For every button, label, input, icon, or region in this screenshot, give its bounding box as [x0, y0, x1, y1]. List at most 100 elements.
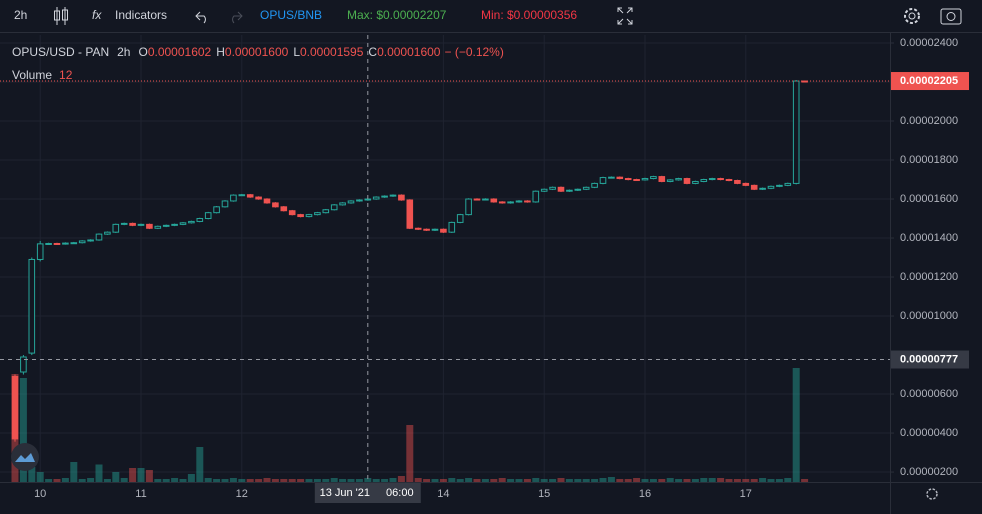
fullscreen[interactable]: [617, 7, 633, 25]
candle-body: [364, 198, 372, 201]
candle-body: [717, 178, 724, 181]
candle-body: [658, 176, 666, 182]
candle-body: [213, 206, 220, 214]
candle-body: [53, 242, 61, 245]
candle-body: [129, 222, 136, 226]
volume-bar: [171, 478, 179, 482]
candle-body: [490, 198, 498, 203]
y-tick-label: 0.00001000: [900, 310, 958, 322]
candle-body: [238, 194, 246, 197]
volume-bar: [616, 479, 624, 482]
crosshair-date-label: 13 Jun '21: [320, 487, 370, 499]
candle-icon[interactable]: [54, 7, 68, 25]
volume-bar: [263, 478, 271, 482]
volume-bar: [187, 474, 195, 482]
logo[interactable]: [11, 443, 39, 471]
o: 0.00001602: [148, 45, 212, 59]
volume-bar: [700, 478, 708, 482]
volume-bar: [28, 467, 36, 482]
volume-bar: [280, 479, 288, 482]
y-tick-label: 0.00001600: [900, 193, 958, 205]
indicators[interactable]: Indicators: [115, 8, 167, 22]
candle-body: [549, 186, 556, 190]
screenshot[interactable]: [940, 8, 962, 25]
legend: OPUS/USD - PAN 2h O0.00001602 H0.00001600 L0…: [12, 45, 504, 59]
volume-bar: [599, 478, 607, 482]
volume-bar: [213, 479, 221, 482]
volume-bar: [372, 479, 380, 482]
x-tick-label: 10: [34, 488, 46, 500]
candle-body: [381, 195, 388, 198]
candles: [11, 80, 808, 442]
volume-bar: [540, 479, 548, 482]
pair[interactable]: OPUS/BNB: [260, 8, 322, 22]
candle-body: [515, 200, 523, 203]
candle-body: [692, 180, 699, 184]
fx-icon[interactable]: fx: [92, 8, 102, 22]
volume-bar: [36, 472, 44, 482]
interval[interactable]: 2h: [14, 8, 27, 22]
candle-body: [372, 196, 380, 200]
candle-body: [398, 194, 405, 201]
volume-bar: [255, 479, 263, 482]
candle-body: [708, 178, 716, 181]
candle-body: [221, 200, 229, 208]
volume-bar: [154, 479, 162, 482]
volume-bar: [78, 479, 86, 482]
candle-body: [725, 179, 733, 182]
h: 0.00001600: [225, 45, 289, 59]
candle-body: [162, 224, 170, 227]
volume-bar: [439, 479, 447, 482]
candle-body: [616, 176, 624, 180]
settings[interactable]: [904, 8, 920, 24]
candle-body: [204, 212, 212, 220]
volume-bar: [179, 479, 187, 482]
candle-body: [557, 186, 565, 192]
volume-value: 12: [59, 68, 73, 82]
volume-bar: [523, 479, 531, 482]
overlay: [0, 35, 890, 482]
axis-settings[interactable]: [926, 488, 938, 500]
min: Min: $0.00000356: [481, 8, 577, 22]
candle-body: [330, 204, 338, 211]
volume-bar: [120, 478, 128, 482]
redo[interactable]: [232, 11, 243, 24]
candle-body: [87, 239, 94, 242]
candle-body: [776, 184, 783, 187]
volume-bar: [389, 478, 397, 482]
candle-body: [112, 223, 120, 233]
candle-body: [574, 188, 582, 191]
candle-body: [146, 223, 153, 229]
volume-bar: [355, 479, 363, 482]
volume-bar: [112, 472, 120, 482]
volume-bar: [221, 479, 229, 482]
crosshair-time-label: 06:00: [386, 487, 414, 499]
candle-body: [650, 176, 657, 180]
candle-body: [263, 198, 271, 204]
volume-bar: [137, 468, 145, 482]
volume-bar: [70, 462, 78, 482]
candle-body: [305, 214, 313, 218]
undo[interactable]: [195, 11, 206, 24]
grid: [0, 35, 890, 482]
l: 0.00001595: [300, 45, 364, 59]
y-tick-label: 0.00001200: [900, 271, 958, 283]
candle-body: [683, 178, 691, 184]
volume-bar: [507, 479, 515, 482]
crosshair-time-box: [314, 483, 421, 503]
candle-body: [792, 80, 800, 184]
volume-bar: [549, 479, 557, 482]
volume-bar: [750, 479, 758, 482]
candle-body: [347, 200, 355, 204]
candle-body: [20, 356, 27, 373]
volume-bar: [675, 479, 683, 482]
candle-body: [608, 176, 615, 179]
volume-bar: [649, 479, 657, 482]
candle-body: [599, 177, 607, 184]
candle-body: [700, 179, 708, 182]
volume-bar: [162, 479, 170, 482]
x-tick-label: 12: [236, 488, 248, 500]
l-key: L: [293, 45, 300, 59]
volume-bar: [666, 478, 674, 482]
volume-bar: [129, 468, 137, 482]
